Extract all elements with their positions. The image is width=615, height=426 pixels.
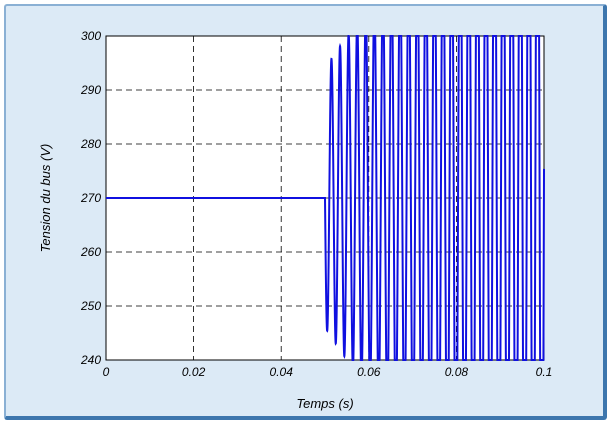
y-tick-labels: 240 250 260 270 280 290 300 [80,29,101,367]
y-tick-label: 280 [80,137,101,151]
x-tick-label: 0.08 [445,365,469,379]
y-tick-label: 240 [80,353,101,367]
y-tick-label: 290 [80,83,101,97]
y-axis-label: Tension du bus (V) [38,144,53,253]
y-tick-label: 300 [81,29,101,43]
x-tick-label: 0.1 [536,365,553,379]
y-tick-label: 260 [80,245,101,259]
x-tick-labels: 0 0.02 0.04 0.06 0.08 0.1 [103,365,553,379]
x-tick-label: 0.04 [270,365,294,379]
y-tick-label: 270 [80,191,101,205]
y-tick-label: 250 [80,299,101,313]
x-tick-label: 0.06 [357,365,381,379]
series-line [106,35,545,361]
x-tick-label: 0 [103,365,110,379]
x-axis-label: Temps (s) [296,396,353,411]
x-tick-label: 0.02 [182,365,206,379]
